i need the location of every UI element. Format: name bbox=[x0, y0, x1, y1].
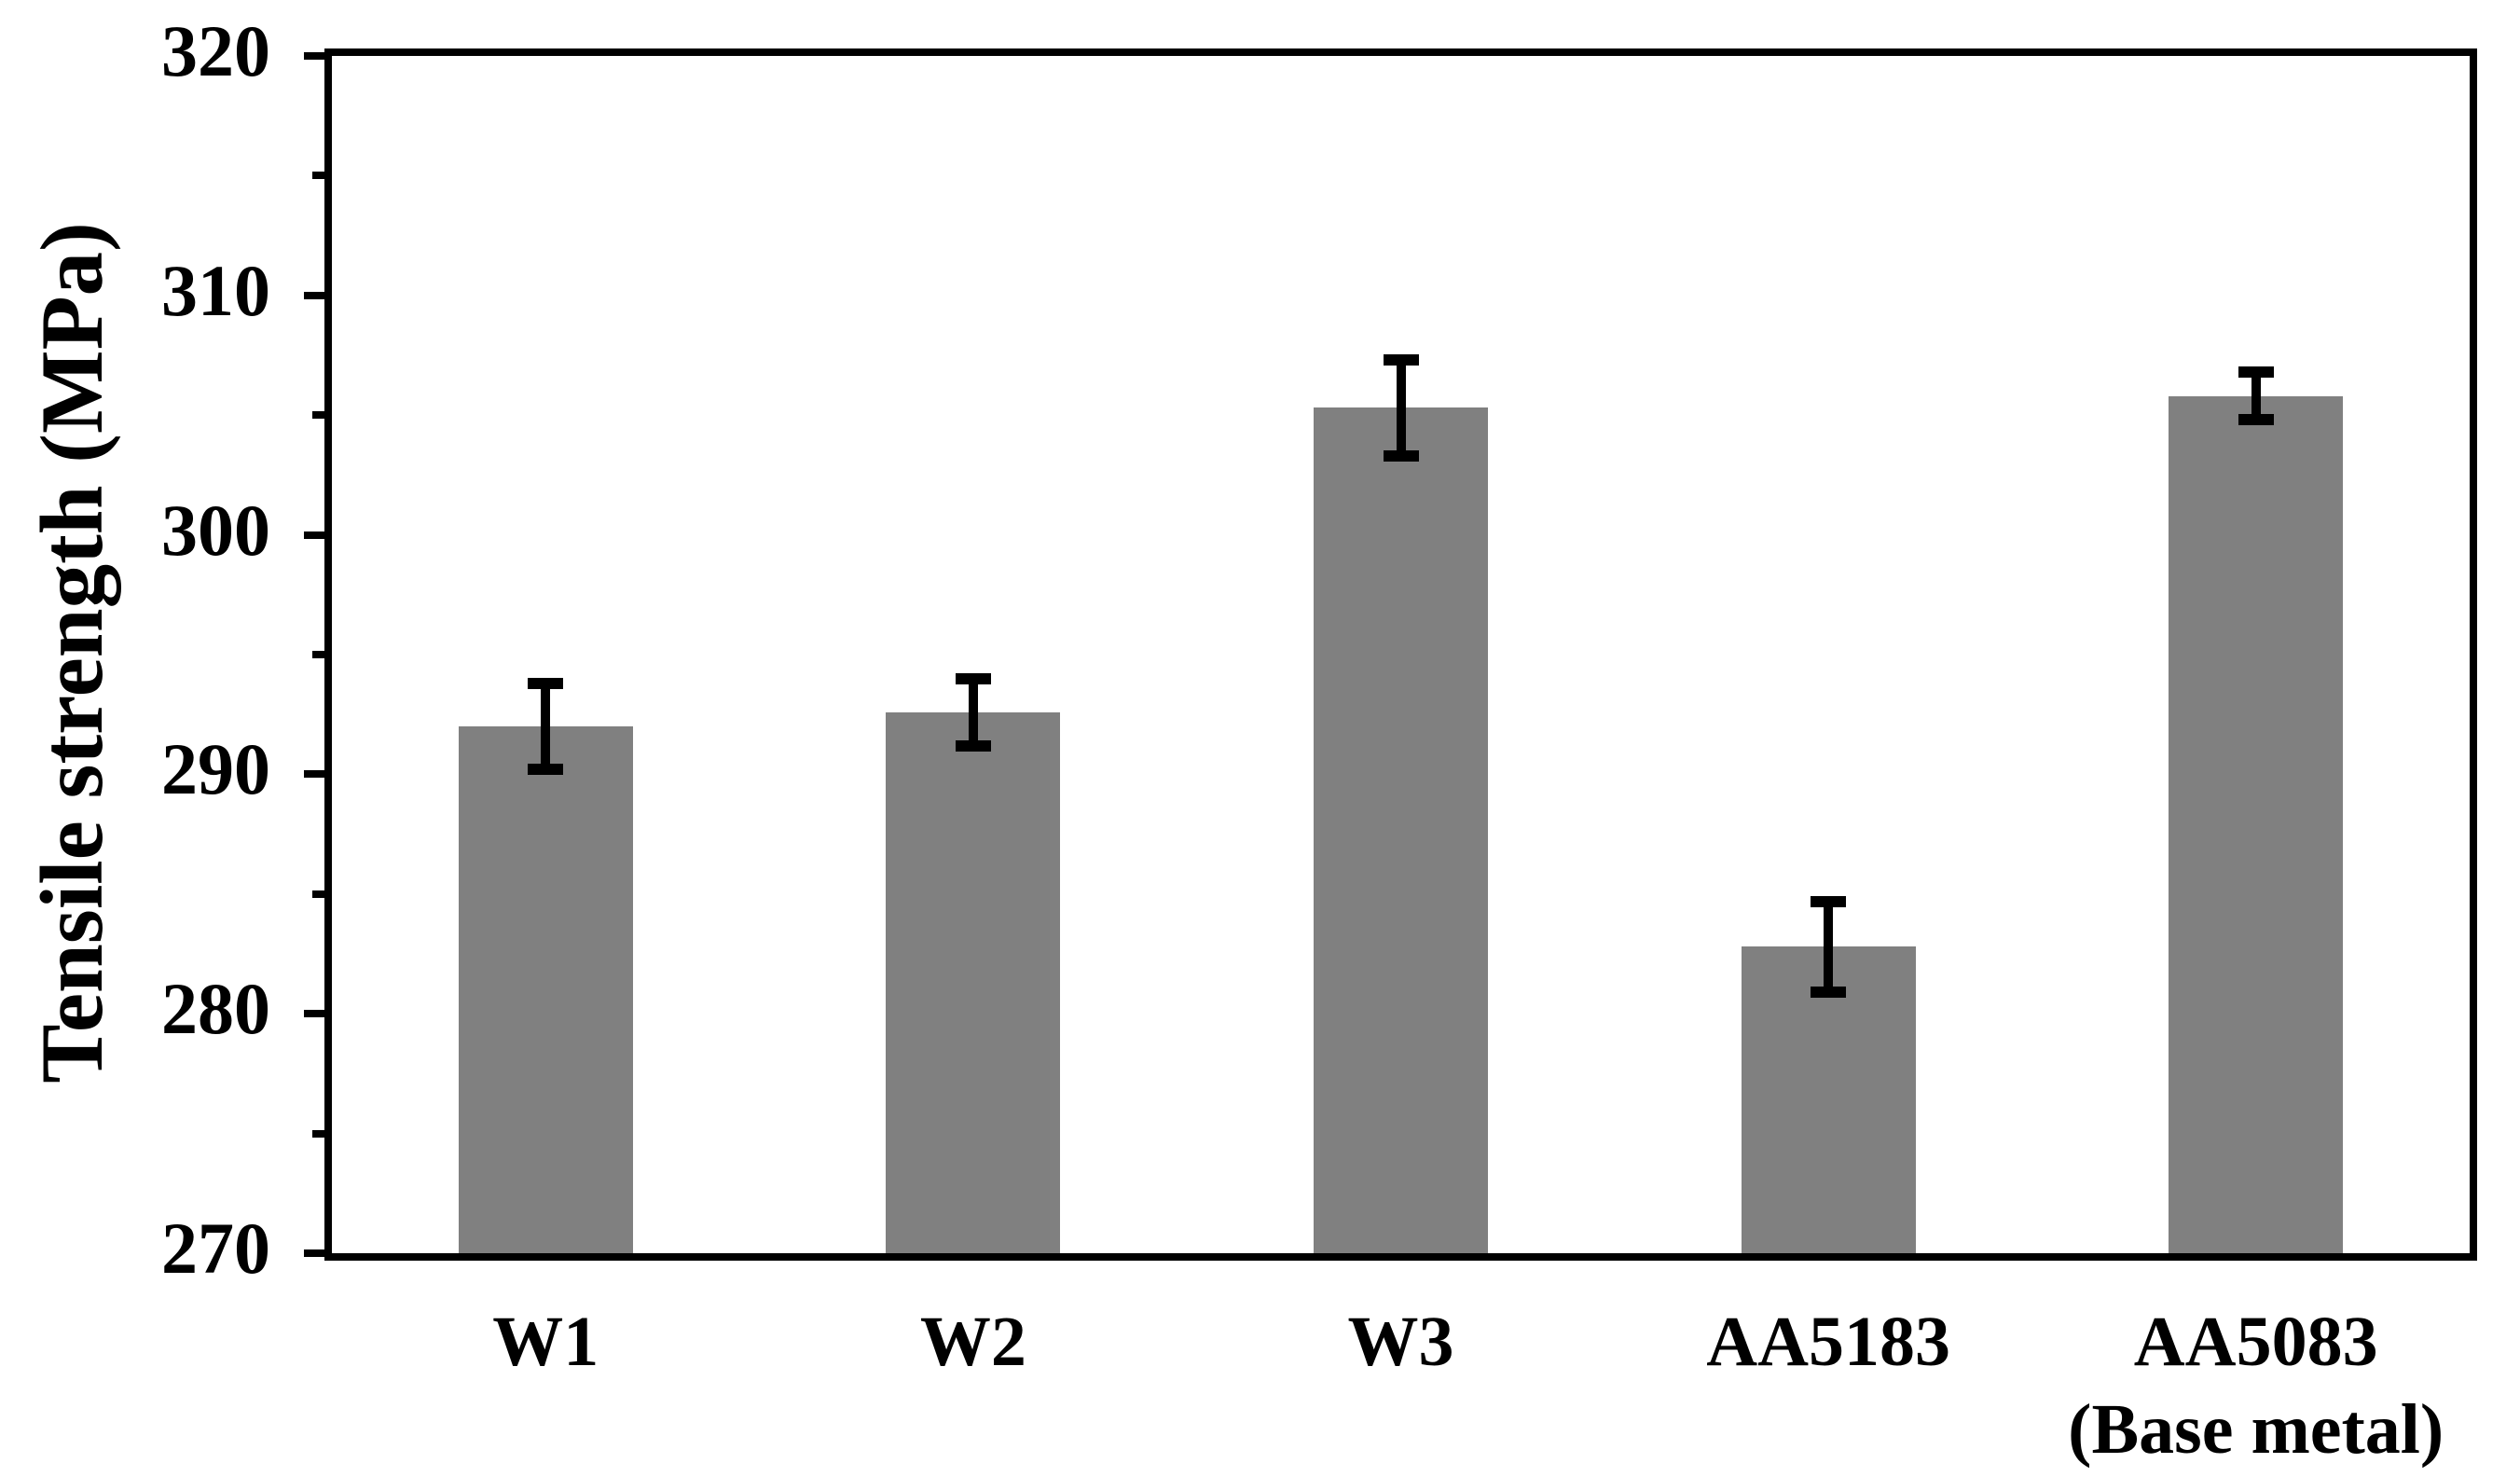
x-category-label: W2 bbox=[919, 1303, 1026, 1381]
bar bbox=[1314, 407, 1488, 1253]
y-axis-title: Tensile strength (MPa) bbox=[22, 222, 121, 1084]
error-bar-cap-top bbox=[1383, 354, 1419, 366]
y-tick-label: 270 bbox=[161, 1208, 270, 1289]
x-category-label: AA5083 (Base metal) bbox=[2068, 1303, 2444, 1469]
error-bar-cap-bottom bbox=[2238, 414, 2274, 426]
error-bar-cap-bottom bbox=[528, 764, 564, 776]
bar bbox=[2169, 395, 2344, 1253]
y-major-tick bbox=[304, 291, 332, 299]
y-major-tick bbox=[304, 531, 332, 539]
x-category-label: AA5183 bbox=[1706, 1303, 1950, 1381]
y-minor-tick bbox=[312, 411, 332, 420]
bar bbox=[458, 726, 633, 1253]
y-tick-label: 310 bbox=[161, 249, 270, 331]
y-tick-label: 320 bbox=[161, 10, 270, 91]
x-category-label: W1 bbox=[492, 1303, 599, 1381]
y-major-tick bbox=[304, 1249, 332, 1257]
error-bar-cap-top bbox=[2238, 366, 2274, 378]
y-tick-label: 290 bbox=[161, 728, 270, 810]
error-bar-cap-bottom bbox=[955, 739, 991, 752]
error-bar-cap-bottom bbox=[1811, 987, 1847, 999]
error-bar-cap-bottom bbox=[1383, 449, 1419, 462]
error-bar-line bbox=[1824, 901, 1834, 993]
error-bar-line bbox=[968, 678, 978, 746]
y-minor-tick bbox=[312, 890, 332, 898]
error-bar-line bbox=[2251, 371, 2261, 421]
error-bar-cap-top bbox=[528, 677, 564, 689]
error-bar-line bbox=[1396, 360, 1406, 456]
y-major-tick bbox=[304, 1010, 332, 1018]
y-minor-tick bbox=[312, 172, 332, 180]
x-category-label: W3 bbox=[1347, 1303, 1454, 1381]
error-bar-line bbox=[541, 683, 551, 770]
y-tick-label: 280 bbox=[161, 968, 270, 1050]
error-bar-cap-top bbox=[1811, 895, 1847, 907]
error-bar-cap-top bbox=[955, 672, 991, 684]
y-minor-tick bbox=[312, 651, 332, 658]
y-tick-label: 300 bbox=[161, 489, 270, 571]
y-major-tick bbox=[304, 770, 332, 779]
bar bbox=[886, 711, 1061, 1253]
y-major-tick bbox=[304, 52, 332, 60]
y-minor-tick bbox=[312, 1129, 332, 1138]
